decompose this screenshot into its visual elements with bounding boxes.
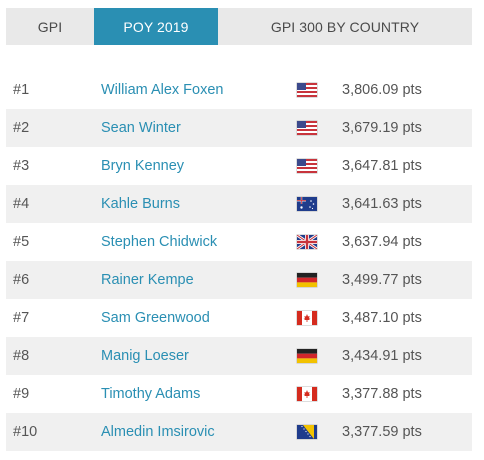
tab-gpi[interactable]: GPI <box>37 18 63 35</box>
au-flag-icon <box>297 197 317 211</box>
points: 3,499.77 pts <box>342 272 422 288</box>
player-name-link[interactable]: Bryn Kenney <box>101 158 185 174</box>
points: 3,641.63 pts <box>342 196 422 212</box>
points: 3,637.94 pts <box>342 234 422 250</box>
player-name-link[interactable]: Rainer Kempe <box>101 272 194 288</box>
table-row: #1 William Alex Foxen 3,806.09 pts <box>6 71 472 109</box>
points: 3,806.09 pts <box>342 82 422 98</box>
player-name-link[interactable]: Manig Loeser <box>101 348 189 364</box>
rank: #10 <box>13 424 38 440</box>
player-name-link[interactable]: Sean Winter <box>101 120 181 136</box>
table-row: #5 Stephen Chidwick 3,637.94 pts <box>6 223 472 261</box>
table-row: #6 Rainer Kempe 3,499.77 pts <box>6 261 472 299</box>
de-flag-icon <box>297 349 317 363</box>
table-row: #10 Almedin Imsirovic 3,377.59 pts <box>6 413 472 451</box>
ca-flag-icon <box>297 387 317 401</box>
ca-flag-icon <box>297 311 317 325</box>
rank: #5 <box>13 234 30 250</box>
ba-flag-icon <box>297 425 317 439</box>
player-name-link[interactable]: Almedin Imsirovic <box>101 424 215 440</box>
points: 3,434.91 pts <box>342 348 422 364</box>
us-flag-icon <box>297 159 317 173</box>
player-name-link[interactable]: Stephen Chidwick <box>101 234 218 250</box>
rank: #2 <box>13 120 30 136</box>
table-row: #8 Manig Loeser 3,434.91 pts <box>6 337 472 375</box>
ranking-tabs: GPI POY 2019 GPI 300 BY COUNTRY <box>6 8 472 45</box>
table-row: #9 Timothy Adams 3,377.88 pts <box>6 375 472 413</box>
rankings-list: #1 William Alex Foxen 3,806.09 pts #2 Se… <box>6 71 472 451</box>
rank: #4 <box>13 196 30 212</box>
player-name-link[interactable]: Sam Greenwood <box>101 310 210 326</box>
rank: #8 <box>13 348 30 364</box>
us-flag-icon <box>297 121 317 135</box>
player-name-link[interactable]: Timothy Adams <box>101 386 201 402</box>
rank: #6 <box>13 272 30 288</box>
points: 3,487.10 pts <box>342 310 422 326</box>
points: 3,647.81 pts <box>342 158 422 174</box>
table-row: #4 Kahle Burns 3,641.63 pts <box>6 185 472 223</box>
rank: #9 <box>13 386 30 402</box>
rank: #3 <box>13 158 30 174</box>
table-row: #3 Bryn Kenney 3,647.81 pts <box>6 147 472 185</box>
points: 3,679.19 pts <box>342 120 422 136</box>
tab-gpi-300-by-country[interactable]: GPI 300 BY COUNTRY <box>270 18 420 35</box>
rank: #7 <box>13 310 30 326</box>
table-row: #2 Sean Winter 3,679.19 pts <box>6 109 472 147</box>
uk-flag-icon <box>297 235 317 249</box>
tab-poy-2019[interactable]: POY 2019 <box>94 8 218 45</box>
us-flag-icon <box>297 83 317 97</box>
rank: #1 <box>13 82 30 98</box>
player-name-link[interactable]: Kahle Burns <box>101 196 180 212</box>
table-row: #7 Sam Greenwood 3,487.10 pts <box>6 299 472 337</box>
player-name-link[interactable]: William Alex Foxen <box>101 82 224 98</box>
points: 3,377.88 pts <box>342 386 422 402</box>
de-flag-icon <box>297 273 317 287</box>
points: 3,377.59 pts <box>342 424 422 440</box>
